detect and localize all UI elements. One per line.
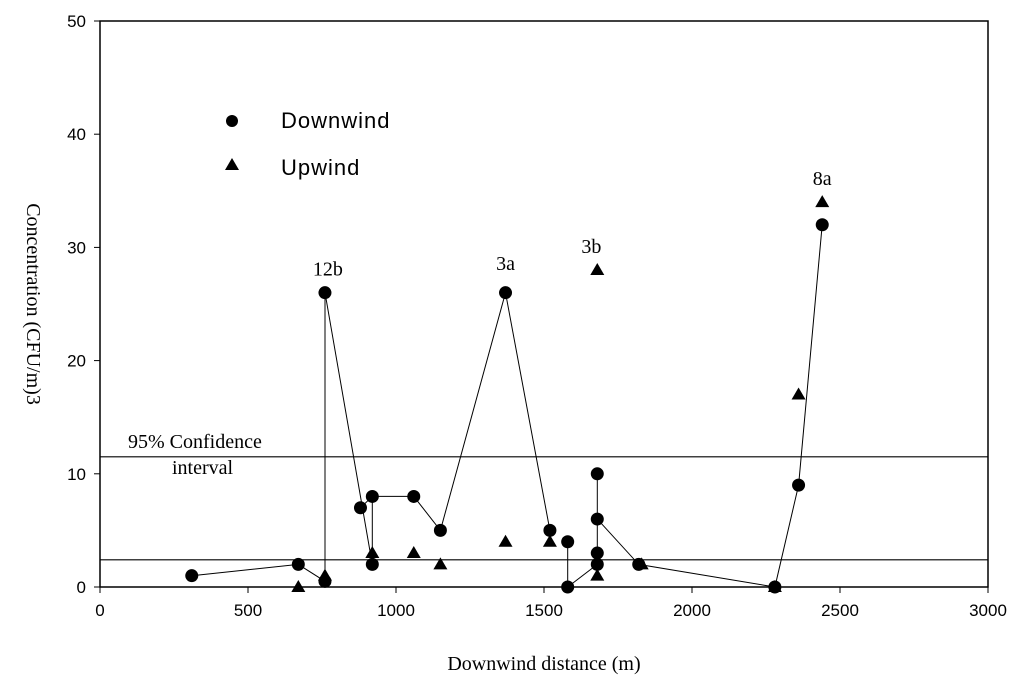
connecting-line (596, 224, 823, 588)
y-tick-label: 30 (67, 238, 86, 257)
point-downwind (407, 489, 421, 503)
point-annotation: 12b (313, 259, 343, 281)
point-upwind (634, 557, 649, 570)
x-tick-label: 500 (234, 601, 262, 620)
point-downwind (318, 286, 332, 300)
point-downwind (561, 580, 575, 594)
point-downwind (543, 523, 557, 537)
x-tick-label: 2000 (673, 601, 711, 620)
point-upwind (767, 580, 782, 592)
point-downwind (353, 501, 367, 515)
point-downwind (792, 478, 806, 492)
point-upwind (590, 263, 605, 276)
y-tick-label: 50 (67, 12, 86, 31)
point-downwind (590, 512, 604, 526)
confidence-label-line1: 95% Confidence (128, 431, 262, 453)
point-downwind (590, 546, 604, 560)
x-axis-label: Downwind distance (m) (447, 653, 640, 675)
plot-area (99, 20, 989, 588)
x-tick-label: 2500 (821, 601, 859, 620)
connecting-line (191, 563, 326, 582)
point-downwind (561, 535, 575, 549)
point-upwind (317, 568, 332, 581)
point-downwind (365, 557, 379, 571)
point-upwind (498, 534, 513, 547)
point-downwind (185, 569, 199, 583)
point-upwind (791, 387, 806, 400)
point-downwind (365, 489, 379, 503)
point-upwind (291, 580, 306, 592)
y-axis-label: Concentration (CFU/m)3 (22, 203, 44, 405)
x-tick-label: 1500 (525, 601, 563, 620)
y-tick-label: 40 (67, 125, 86, 144)
confidence-label-line2: interval (172, 457, 234, 479)
x-axis-ticks: 0 500 1000 1500 2000 2500 3000 (95, 587, 1007, 620)
y-tick-label: 0 (77, 578, 86, 597)
point-annotation: 3b (581, 236, 601, 258)
y-tick-label: 10 (67, 465, 86, 484)
point-annotation: 8a (813, 168, 832, 190)
point-upwind (542, 534, 557, 547)
y-tick-label: 20 (67, 352, 86, 371)
point-downwind (433, 523, 447, 537)
point-upwind (815, 195, 830, 208)
point-upwind (433, 557, 448, 570)
x-tick-label: 3000 (969, 601, 1007, 620)
point-annotations: 12b 3a 3b 8a (313, 168, 832, 281)
point-upwind (406, 546, 421, 559)
x-tick-label: 1000 (377, 601, 415, 620)
x-tick-label: 0 (95, 601, 104, 620)
data-points (185, 195, 830, 594)
legend-marker-downwind (226, 115, 238, 127)
point-downwind (590, 467, 604, 481)
y-axis-ticks: 0 10 20 30 40 50 (67, 12, 100, 597)
legend: Downwind Upwind (225, 108, 391, 180)
point-downwind (815, 218, 829, 232)
point-downwind (590, 557, 604, 571)
point-upwind (365, 546, 380, 559)
connecting-line (324, 292, 551, 587)
point-downwind (499, 286, 513, 300)
legend-marker-upwind (225, 158, 239, 170)
point-annotation: 3a (496, 253, 515, 275)
legend-label-upwind: Upwind (281, 155, 360, 180)
point-upwind (590, 568, 605, 581)
confidence-lines (100, 456, 988, 561)
point-downwind (291, 557, 305, 571)
connecting-lines (191, 224, 823, 589)
legend-label-downwind: Downwind (281, 108, 391, 133)
